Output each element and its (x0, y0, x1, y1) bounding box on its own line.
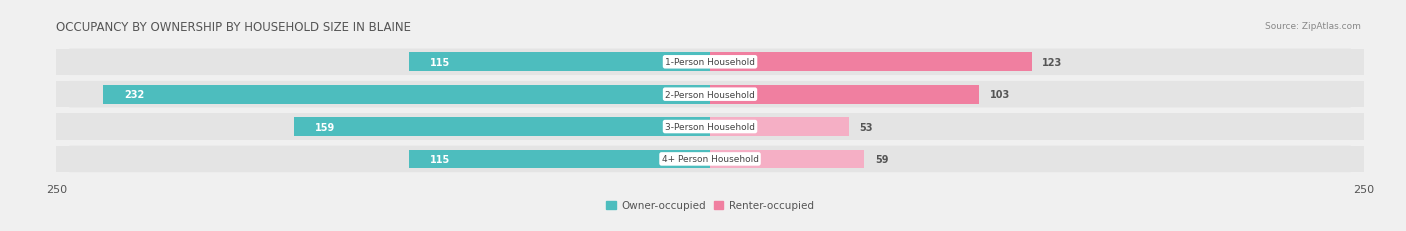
Text: Source: ZipAtlas.com: Source: ZipAtlas.com (1265, 21, 1361, 30)
Bar (103, 85, 710, 104)
Bar (56, 114, 1364, 140)
FancyBboxPatch shape (69, 146, 1351, 173)
Text: 115: 115 (430, 154, 450, 164)
Text: 115: 115 (430, 58, 450, 67)
Bar (710, 53, 1032, 72)
Bar (409, 53, 710, 72)
Bar (710, 150, 865, 169)
Text: 2-Person Household: 2-Person Household (665, 90, 755, 99)
Bar (56, 146, 1364, 173)
Text: 123: 123 (1042, 58, 1063, 67)
Text: 103: 103 (990, 90, 1010, 100)
Text: 59: 59 (875, 154, 889, 164)
Bar (56, 49, 1364, 76)
Text: 4+ Person Household: 4+ Person Household (662, 155, 758, 164)
Text: 1-Person Household: 1-Person Household (665, 58, 755, 67)
FancyBboxPatch shape (69, 49, 1351, 76)
Bar (409, 150, 710, 169)
Bar (710, 118, 849, 136)
Text: 159: 159 (315, 122, 336, 132)
Bar (294, 118, 710, 136)
FancyBboxPatch shape (69, 114, 1351, 140)
Text: 232: 232 (124, 90, 145, 100)
Bar (710, 85, 980, 104)
Legend: Owner-occupied, Renter-occupied: Owner-occupied, Renter-occupied (602, 196, 818, 215)
Text: 53: 53 (859, 122, 873, 132)
Bar (56, 82, 1364, 108)
Text: OCCUPANCY BY OWNERSHIP BY HOUSEHOLD SIZE IN BLAINE: OCCUPANCY BY OWNERSHIP BY HOUSEHOLD SIZE… (56, 21, 411, 33)
FancyBboxPatch shape (69, 82, 1351, 108)
Text: 3-Person Household: 3-Person Household (665, 122, 755, 131)
